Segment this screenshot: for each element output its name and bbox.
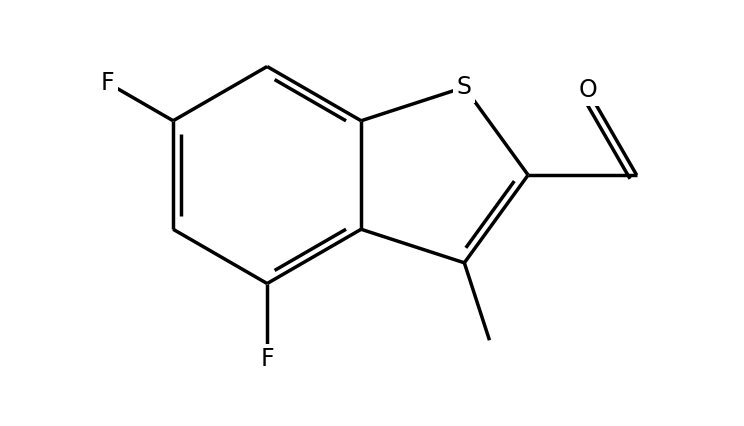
Text: S: S [457,75,472,99]
Text: O: O [578,78,597,102]
Text: F: F [100,71,114,95]
Text: F: F [260,348,274,371]
